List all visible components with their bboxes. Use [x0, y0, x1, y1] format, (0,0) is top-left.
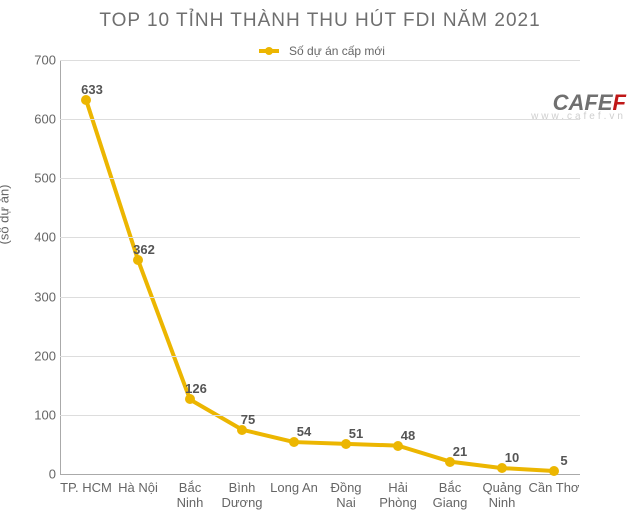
y-axis-label: (số dự án)	[0, 184, 12, 244]
data-label: 10	[505, 450, 519, 465]
data-label: 51	[349, 426, 363, 441]
gridline	[60, 237, 580, 238]
data-label: 5	[560, 453, 567, 468]
x-tick-label: Long An	[268, 480, 320, 495]
y-tick-label: 700	[20, 53, 56, 68]
x-axis-line	[60, 474, 580, 475]
data-label: 75	[241, 412, 255, 427]
y-tick-label: 200	[20, 348, 56, 363]
chart-title: TOP 10 TỈNH THÀNH THU HÚT FDI NĂM 2021	[60, 10, 580, 32]
data-label: 21	[453, 444, 467, 459]
y-tick-label: 100	[20, 407, 56, 422]
data-label: 54	[297, 424, 311, 439]
data-label: 48	[401, 428, 415, 443]
data-label: 633	[81, 82, 103, 97]
chart-legend: Số dự án cấp mới	[60, 42, 580, 58]
x-tick-label: Quảng Ninh	[476, 480, 528, 510]
y-tick-label: 300	[20, 289, 56, 304]
x-tick-label: Bắc Giang	[424, 480, 476, 510]
gridline	[60, 415, 580, 416]
y-tick-label: 400	[20, 230, 56, 245]
gridline	[60, 356, 580, 357]
y-tick-label: 0	[20, 467, 56, 482]
gridline	[60, 119, 580, 120]
data-marker	[549, 466, 559, 476]
x-tick-label: Cần Thơ	[528, 480, 580, 495]
legend-label: Số dự án cấp mới	[289, 44, 385, 58]
x-tick-label: Đồng Nai	[320, 480, 372, 510]
legend-swatch	[255, 49, 283, 53]
y-tick-label: 600	[20, 112, 56, 127]
legend-item: Số dự án cấp mới	[255, 44, 385, 58]
x-tick-label: Hà Nội	[112, 480, 164, 495]
x-tick-label: Bắc Ninh	[164, 480, 216, 510]
data-label: 126	[185, 381, 207, 396]
x-tick-label: TP. HCM	[60, 480, 112, 495]
data-label: 362	[133, 242, 155, 257]
gridline	[60, 178, 580, 179]
chart-plot-area: 0100200300400500600700TP. HCMHà NộiBắc N…	[60, 60, 580, 474]
x-tick-label: Hải Phòng	[372, 480, 424, 510]
x-tick-label: Bình Dương	[216, 480, 268, 510]
line-series-svg	[60, 60, 580, 474]
y-tick-label: 500	[20, 171, 56, 186]
gridline	[60, 60, 580, 61]
gridline	[60, 297, 580, 298]
